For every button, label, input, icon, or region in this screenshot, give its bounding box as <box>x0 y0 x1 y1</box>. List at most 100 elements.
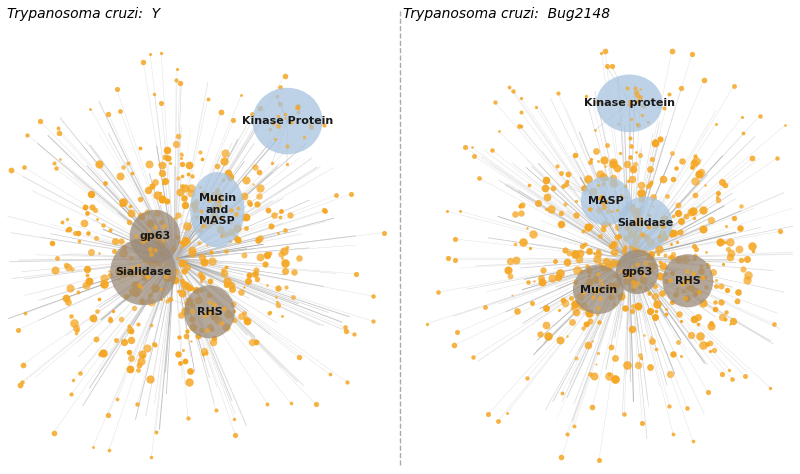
Point <box>658 271 671 278</box>
Point <box>688 315 701 323</box>
Point <box>545 205 558 213</box>
Point <box>663 253 676 260</box>
Point <box>685 331 698 339</box>
Point <box>74 369 86 377</box>
Point <box>175 259 188 267</box>
Point <box>190 286 202 294</box>
Point <box>204 323 217 331</box>
Point <box>607 240 620 248</box>
Point <box>555 220 568 228</box>
Point <box>633 226 646 233</box>
Point <box>254 104 266 111</box>
Point <box>208 312 221 319</box>
Point <box>225 228 238 236</box>
Point <box>577 324 590 331</box>
Point <box>728 214 741 222</box>
Point <box>654 235 666 243</box>
Point <box>197 189 210 197</box>
Point <box>13 382 26 389</box>
Point <box>646 202 659 210</box>
Point <box>704 322 717 330</box>
Point <box>106 307 119 314</box>
Point <box>597 200 610 207</box>
Point <box>114 237 127 245</box>
Point <box>186 249 198 256</box>
Point <box>185 337 198 345</box>
Point <box>18 310 31 317</box>
Point <box>489 98 502 106</box>
Point <box>263 249 276 257</box>
Point <box>570 266 583 274</box>
Point <box>102 110 114 118</box>
Point <box>675 352 688 359</box>
Point <box>541 193 554 201</box>
Point <box>163 295 176 303</box>
Point <box>719 182 732 189</box>
Point <box>263 125 276 133</box>
Point <box>589 287 602 294</box>
Point <box>117 163 130 171</box>
Point <box>266 159 278 167</box>
Point <box>651 250 664 258</box>
Point <box>48 159 61 167</box>
Point <box>190 197 202 204</box>
Point <box>714 236 727 244</box>
Point <box>216 214 229 222</box>
Point <box>507 87 520 95</box>
Point <box>254 253 266 261</box>
Point <box>663 402 676 410</box>
Point <box>144 299 157 306</box>
Point <box>145 321 158 328</box>
Point <box>86 314 99 321</box>
Point <box>138 274 150 282</box>
Point <box>598 175 610 183</box>
Point <box>147 246 160 253</box>
Point <box>186 301 198 309</box>
Point <box>625 275 638 283</box>
Point <box>140 208 153 216</box>
Point <box>180 305 193 313</box>
Point <box>272 122 285 129</box>
Point <box>644 178 657 185</box>
Point <box>653 246 666 253</box>
Point <box>183 283 196 291</box>
Point <box>674 228 686 236</box>
Point <box>137 268 150 276</box>
Point <box>466 144 478 151</box>
Point <box>575 267 588 275</box>
Point <box>625 142 638 150</box>
Point <box>611 164 624 172</box>
Point <box>218 157 230 165</box>
Point <box>85 248 98 256</box>
Point <box>593 456 606 464</box>
Point <box>634 283 646 291</box>
Point <box>214 233 227 240</box>
Point <box>641 118 654 126</box>
Point <box>715 282 728 290</box>
Point <box>589 126 602 134</box>
Point <box>689 152 702 159</box>
Point <box>161 146 174 154</box>
Point <box>646 279 658 287</box>
Point <box>195 326 208 334</box>
Point <box>51 125 64 132</box>
Point <box>197 350 210 358</box>
Point <box>594 192 607 200</box>
Point <box>179 239 192 246</box>
Point <box>606 159 619 166</box>
Point <box>630 210 642 218</box>
Point <box>206 217 219 224</box>
Point <box>124 326 137 334</box>
Point <box>637 102 650 110</box>
Point <box>125 270 138 277</box>
Ellipse shape <box>618 197 672 250</box>
Point <box>635 181 648 189</box>
Point <box>62 226 75 233</box>
Point <box>735 114 748 121</box>
Point <box>170 233 183 240</box>
Point <box>135 357 148 365</box>
Point <box>318 207 330 214</box>
Point <box>509 210 522 218</box>
Point <box>594 232 606 239</box>
Point <box>78 219 90 227</box>
